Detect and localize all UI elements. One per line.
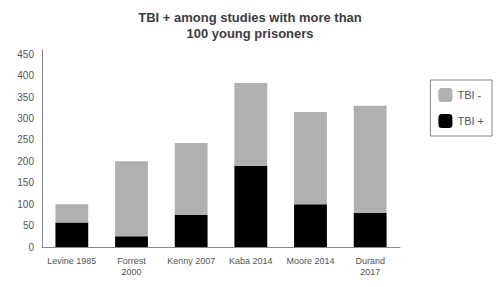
svg-text:Durand: Durand <box>355 256 385 266</box>
svg-text:50: 50 <box>23 220 35 231</box>
svg-text:350: 350 <box>17 92 34 103</box>
svg-text:450: 450 <box>17 49 34 60</box>
svg-text:Kenny 2007: Kenny 2007 <box>167 256 215 266</box>
svg-text:150: 150 <box>17 177 34 188</box>
svg-text:100 young prisoners: 100 young prisoners <box>186 26 313 41</box>
svg-text:TBI + among studies with more: TBI + among studies with more than <box>138 10 362 25</box>
svg-text:Levine 1985: Levine 1985 <box>47 256 96 266</box>
svg-text:TBI +: TBI + <box>457 115 484 127</box>
svg-text:100: 100 <box>17 199 34 210</box>
svg-text:2000: 2000 <box>121 267 141 277</box>
svg-text:200: 200 <box>17 156 34 167</box>
svg-text:Forrest: Forrest <box>117 256 146 266</box>
svg-text:0: 0 <box>28 242 34 253</box>
svg-text:250: 250 <box>17 134 34 145</box>
svg-text:Moore 2014: Moore 2014 <box>286 256 334 266</box>
svg-text:2017: 2017 <box>360 267 380 277</box>
svg-text:Kaba 2014: Kaba 2014 <box>229 256 273 266</box>
svg-text:400: 400 <box>17 70 34 81</box>
svg-text:TBI -: TBI - <box>457 89 481 101</box>
svg-text:300: 300 <box>17 113 34 124</box>
